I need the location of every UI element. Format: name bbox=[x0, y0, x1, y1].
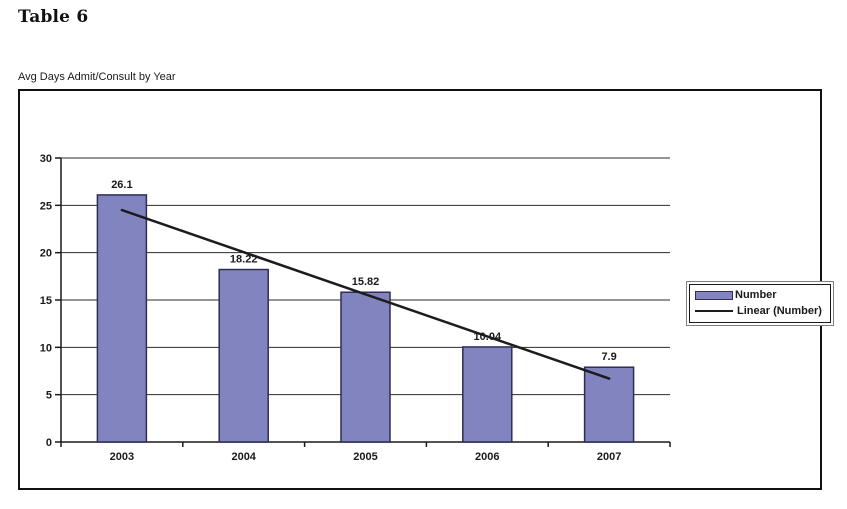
bar-label-2003: 26.1 bbox=[111, 179, 132, 191]
chart-frame: 05101520253026.1200318.22200415.82200510… bbox=[18, 89, 834, 490]
bar-2004 bbox=[218, 268, 269, 443]
ytick-label-0: 0 bbox=[46, 437, 52, 449]
legend-bar-swatch bbox=[695, 290, 733, 300]
ytick-label-5: 5 bbox=[46, 390, 52, 402]
legend-item-linear: Linear (Number) bbox=[695, 305, 822, 317]
ytick-label-20: 20 bbox=[40, 248, 52, 260]
xtick-label-2005: 2005 bbox=[353, 451, 377, 463]
legend-label-linear: Linear (Number) bbox=[737, 305, 822, 317]
bar-label-2004: 18.22 bbox=[230, 254, 258, 266]
chart-legend-inner: Number Linear (Number) bbox=[689, 284, 831, 323]
ytick-label-10: 10 bbox=[40, 342, 52, 354]
xtick-label-2007: 2007 bbox=[597, 451, 621, 463]
bar-label-2005: 15.82 bbox=[352, 276, 380, 288]
bar-2006 bbox=[462, 346, 513, 443]
xtick-label-2004: 2004 bbox=[231, 451, 256, 463]
chart-legend: Number Linear (Number) bbox=[686, 281, 834, 326]
legend-label-number: Number bbox=[735, 289, 777, 301]
page-title: Table 6 bbox=[18, 7, 89, 27]
ytick-label-30: 30 bbox=[40, 153, 52, 165]
legend-line-swatch bbox=[695, 310, 733, 312]
bar-label-2007: 7.9 bbox=[601, 351, 616, 363]
bar-2005 bbox=[340, 291, 391, 443]
ytick-label-15: 15 bbox=[40, 295, 52, 307]
bar-2003 bbox=[96, 194, 148, 443]
chart-title: Avg Days Admit/Consult by Year bbox=[18, 71, 176, 83]
xtick-label-2003: 2003 bbox=[110, 451, 134, 463]
legend-item-number: Number bbox=[695, 289, 822, 301]
plot-svg: 05101520253026.1200318.22200415.82200510… bbox=[40, 153, 671, 463]
ytick-label-25: 25 bbox=[40, 200, 52, 212]
xtick-label-2006: 2006 bbox=[475, 451, 499, 463]
trend-line bbox=[120, 208, 611, 380]
